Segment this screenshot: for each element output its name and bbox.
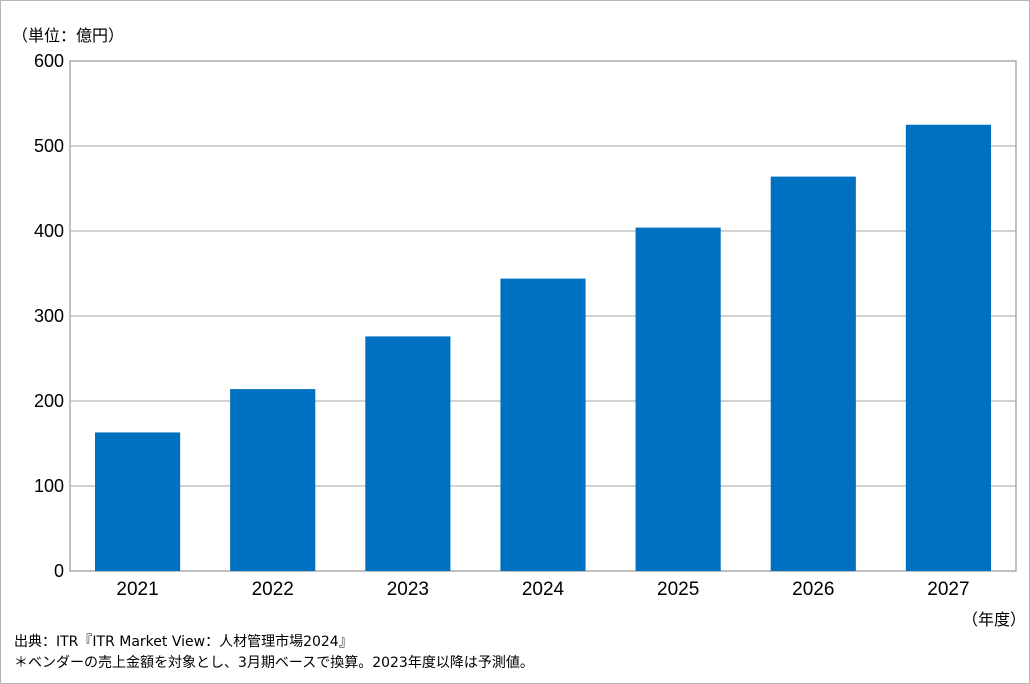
bar-2024 <box>500 278 586 571</box>
bar-2021 <box>95 432 181 571</box>
footnote: ＊ベンダーの売上金額を対象とし、3月期ベースで換算。2023年度以降は予測値。 <box>14 655 534 671</box>
y-tick-label: 0 <box>54 561 64 581</box>
y-tick-label: 400 <box>34 221 64 241</box>
y-tick-label: 300 <box>34 306 64 326</box>
y-tick-label: 600 <box>34 51 64 71</box>
x-tick-label: 2021 <box>116 579 158 600</box>
x-tick-label: 2023 <box>387 579 429 600</box>
unit-label: （単位：億円） <box>12 26 125 45</box>
x-axis-ticks: 2021 2022 2023 2024 2025 2026 2027 <box>116 579 969 600</box>
bar-2022 <box>230 389 316 571</box>
source-note: 出典：ITR『ITR Market View：人材管理市場2024』 <box>14 634 353 650</box>
x-tick-label: 2024 <box>522 579 565 600</box>
fiscal-year-label: （年度） <box>962 610 1027 629</box>
bar-2026 <box>770 176 856 571</box>
x-tick-label: 2027 <box>927 579 969 600</box>
y-tick-label: 200 <box>34 391 64 411</box>
y-axis-ticks: 0 100 200 300 400 500 600 <box>34 51 64 581</box>
bar-2025 <box>635 227 721 571</box>
x-tick-label: 2022 <box>252 579 294 600</box>
bar-2027 <box>905 124 991 571</box>
x-tick-label: 2026 <box>792 579 834 600</box>
bar-2023 <box>365 336 451 571</box>
y-tick-label: 500 <box>34 136 64 156</box>
y-tick-label: 100 <box>34 476 64 496</box>
bars <box>95 124 991 571</box>
x-tick-label: 2025 <box>657 579 699 600</box>
